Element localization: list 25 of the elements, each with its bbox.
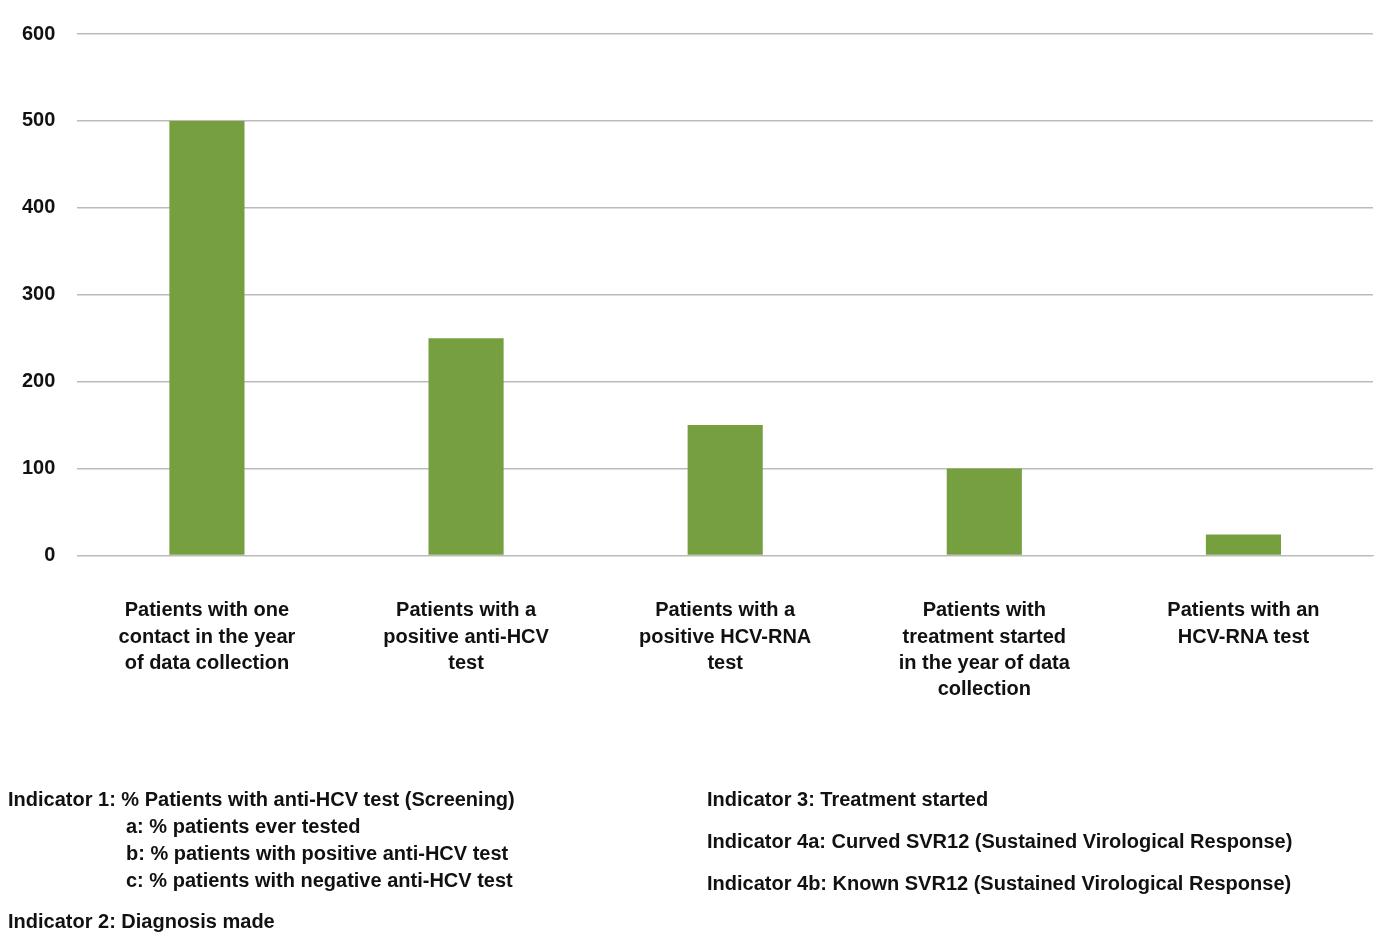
x-tick-label: Patients with a positive anti-HCV test xyxy=(383,598,550,673)
y-tick-label: 400 xyxy=(21,195,56,218)
y-tick-label: 200 xyxy=(21,369,56,392)
y-tick-label: 100 xyxy=(21,456,56,479)
bar xyxy=(428,338,504,555)
y-tick-label: 0 xyxy=(44,542,56,565)
bar xyxy=(687,425,763,555)
text: c: % patients with negative anti-HCV test xyxy=(125,868,514,893)
x-tick-label: Patients with an HCV-RNA test xyxy=(1167,598,1320,647)
text: b: % patients with positive anti-HCV test xyxy=(125,841,510,866)
y-tick-label: 600 xyxy=(21,21,56,44)
x-tick-label: Patients with one contact in the year of data collection xyxy=(118,598,296,673)
text: Indicator 1: % Patients with anti-HCV test (Screening) xyxy=(8,787,515,812)
bar xyxy=(169,120,245,555)
y-tick-label: 500 xyxy=(21,108,56,131)
text: Indicator 4b: Known SVR12 (Sustained Virological Response) xyxy=(707,871,1293,896)
text: Indicator 2: Diagnosis made xyxy=(8,909,276,934)
bar xyxy=(1205,534,1282,555)
y-tick-label: 300 xyxy=(21,282,56,305)
text: Indicator 3: Treatment started xyxy=(707,787,990,812)
bar xyxy=(946,468,1022,555)
x-tick-label: Patients with treatment started in the year of data collection xyxy=(898,598,1071,700)
text: Indicator 4a: Curved SVR12 (Sustained Virological Response) xyxy=(707,829,1293,854)
x-tick-label: Patients with a positive HCV-RNA test xyxy=(639,598,812,673)
text: a: % patients ever tested xyxy=(125,814,362,839)
